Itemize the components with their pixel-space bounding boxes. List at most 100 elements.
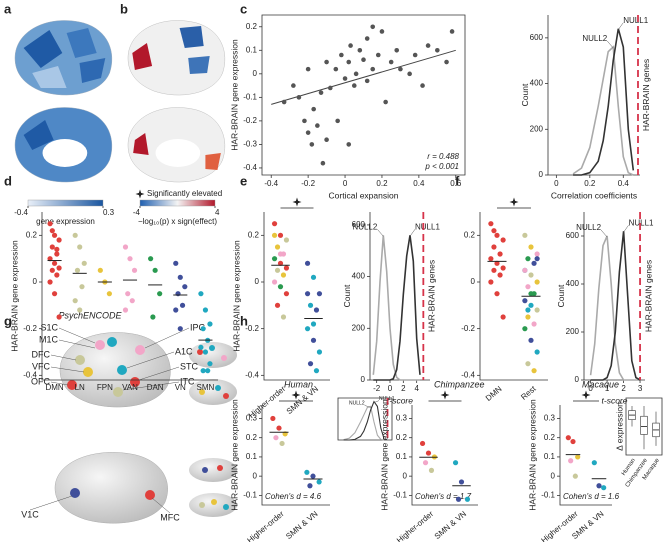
- point: [422, 460, 429, 466]
- point: [49, 244, 55, 250]
- series-line: [589, 235, 641, 381]
- point: [310, 337, 317, 343]
- x-tick-label: 3: [638, 384, 643, 393]
- point: [491, 244, 497, 250]
- series-label: NULL1: [629, 218, 654, 227]
- point: [305, 66, 311, 72]
- point: [280, 314, 287, 320]
- point: [54, 246, 60, 252]
- point: [534, 251, 540, 257]
- point: [51, 260, 58, 266]
- y-tick-label: 0: [539, 170, 544, 179]
- point: [458, 479, 465, 485]
- point: [47, 221, 53, 227]
- region-label: VFC: [32, 361, 51, 371]
- point: [315, 123, 320, 128]
- x-tick-label: 0.6: [450, 179, 462, 188]
- point: [534, 256, 540, 262]
- point: [425, 450, 432, 456]
- point: [271, 232, 278, 238]
- region-leader: [29, 495, 73, 511]
- y-tick-label: 600: [352, 220, 366, 229]
- significance-star: [509, 197, 519, 207]
- point: [277, 284, 284, 290]
- x-tick-label: 4: [414, 384, 419, 393]
- y-axis-label: HAR-BRAIN gene expression: [230, 39, 240, 151]
- point: [528, 244, 534, 250]
- panel-letter: h: [240, 313, 248, 328]
- chart-title: Macaque: [582, 379, 619, 389]
- point: [488, 279, 494, 285]
- point: [324, 59, 329, 65]
- point: [281, 99, 287, 105]
- point: [157, 291, 163, 297]
- point: [173, 260, 179, 266]
- series-leader: [607, 40, 614, 49]
- region-leader: [151, 497, 171, 514]
- colorbar: [27, 199, 104, 207]
- region-label: DFC: [32, 349, 51, 359]
- point: [56, 314, 62, 320]
- point: [591, 460, 597, 466]
- significance-star: [440, 390, 450, 400]
- annotation: p < 0.001: [424, 162, 459, 171]
- point: [276, 425, 282, 431]
- x-tick-label: SMN & VN: [433, 509, 469, 541]
- panel-letter: e: [240, 173, 247, 188]
- point: [274, 244, 281, 250]
- region-leader: [50, 354, 77, 361]
- colorbar-tick-label: -4: [133, 208, 141, 217]
- series-line: [372, 235, 420, 381]
- point: [324, 137, 329, 143]
- point: [81, 260, 87, 266]
- point: [47, 279, 53, 285]
- x-tick-label: LN: [75, 383, 85, 392]
- point: [56, 237, 62, 243]
- point: [316, 479, 322, 485]
- point: [148, 256, 154, 262]
- y-tick-label: -0.4: [461, 370, 475, 379]
- y-tick-label: 600: [530, 33, 544, 42]
- point: [525, 314, 531, 320]
- colorbar-tick-label: 4: [215, 208, 220, 217]
- point: [56, 265, 62, 271]
- point: [370, 66, 376, 72]
- region-label: ITC: [180, 376, 195, 386]
- x-tick-label: Higher-order: [395, 509, 435, 542]
- series-line: [572, 45, 634, 176]
- point: [500, 237, 506, 243]
- point: [74, 267, 81, 273]
- y-tick-label: 0: [361, 375, 366, 384]
- axis: [411, 405, 478, 506]
- brain-a-medial: [14, 106, 113, 183]
- brain-b-lateral: [127, 19, 226, 96]
- point: [568, 458, 574, 464]
- y-tick-label: 400: [352, 272, 366, 281]
- point: [271, 221, 278, 227]
- point: [370, 24, 376, 30]
- reference-label: HAR-BRAIN genes: [643, 260, 653, 332]
- point: [419, 440, 426, 447]
- point: [283, 265, 290, 271]
- series-label: NULL2: [582, 34, 607, 43]
- x-tick-label: SMN & VN: [284, 509, 320, 541]
- point: [534, 349, 540, 355]
- point: [97, 267, 103, 273]
- trend-line: [271, 49, 456, 105]
- point: [122, 307, 129, 313]
- region-label: OFC: [31, 376, 50, 386]
- point: [534, 307, 540, 313]
- x-tick-label: DMN: [45, 383, 63, 392]
- series-leader: [600, 229, 608, 238]
- point: [131, 267, 138, 273]
- x-tick-label: VAN: [122, 383, 138, 392]
- series-line: [343, 405, 385, 441]
- axis: [41, 212, 218, 381]
- point: [449, 29, 455, 34]
- point: [500, 314, 506, 320]
- region-label: IPC: [190, 322, 206, 332]
- panel-letter: c: [240, 1, 247, 16]
- axis: [261, 14, 466, 176]
- x-tick-label: VN: [175, 383, 186, 392]
- point: [313, 307, 320, 313]
